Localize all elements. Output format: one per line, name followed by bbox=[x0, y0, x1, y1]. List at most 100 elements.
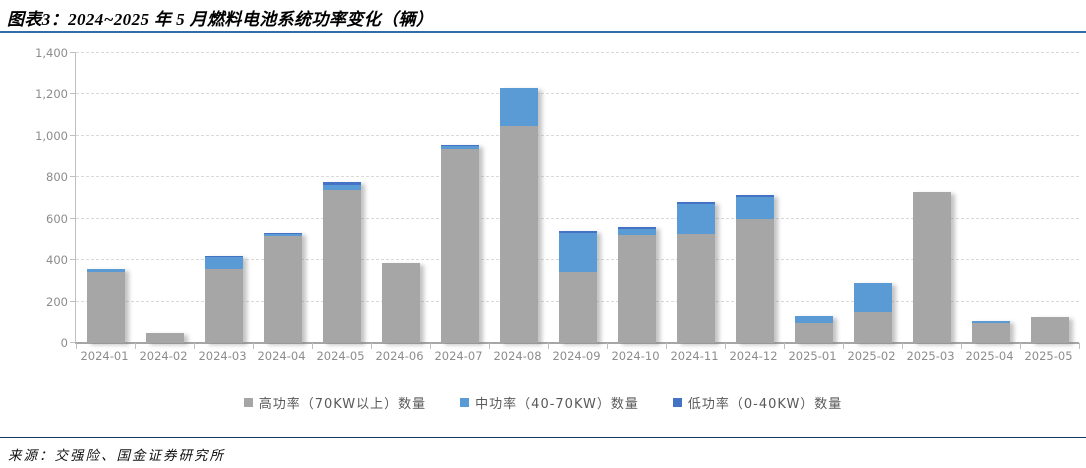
gridline bbox=[76, 176, 1079, 178]
x-tick-mark bbox=[1079, 343, 1080, 349]
x-tick-label: 2024-01 bbox=[80, 349, 129, 363]
bar-segment-high bbox=[558, 271, 597, 343]
x-tick-mark bbox=[371, 343, 372, 349]
bar-segment-mid bbox=[617, 229, 656, 236]
x-tick-mark bbox=[902, 343, 903, 349]
gridline bbox=[76, 93, 1079, 95]
bar-segment-high bbox=[204, 269, 243, 343]
bar-segment-mid bbox=[676, 204, 715, 235]
x-tick-label: 2024-07 bbox=[434, 349, 483, 363]
bar-segment-mid bbox=[263, 234, 302, 237]
stacked-bar bbox=[263, 233, 302, 343]
stacked-bar bbox=[676, 202, 715, 343]
stacked-bar bbox=[794, 316, 833, 343]
bar-segment-mid bbox=[440, 146, 479, 150]
bar-segment-mid bbox=[558, 233, 597, 272]
bar-segment-mid bbox=[86, 269, 125, 272]
y-tick-label: 1,000 bbox=[35, 128, 68, 143]
stacked-bar bbox=[86, 269, 125, 343]
x-tick-label: 2024-11 bbox=[670, 349, 719, 363]
y-tick-mark bbox=[70, 93, 76, 95]
bar-segment-high bbox=[794, 323, 833, 343]
gridline bbox=[76, 217, 1079, 219]
bar-segment-high bbox=[1030, 317, 1069, 343]
bar-group bbox=[548, 53, 607, 343]
legend-label: 低功率（0-40KW）数量 bbox=[687, 396, 843, 412]
x-tick-label: 2024-06 bbox=[375, 349, 424, 363]
bar-segment-mid bbox=[322, 184, 361, 190]
x-tick-mark bbox=[135, 343, 136, 349]
legend-label: 中功率（40-70KW）数量 bbox=[475, 396, 639, 412]
x-tick-mark bbox=[843, 343, 844, 349]
source-note: 来源：交强险、国金证券研究所 bbox=[8, 448, 225, 463]
bar-segment-high bbox=[440, 149, 479, 343]
stacked-bar bbox=[145, 332, 184, 343]
footer-divider bbox=[0, 437, 1086, 438]
stacked-bar bbox=[853, 282, 892, 343]
stacked-bar bbox=[381, 263, 420, 343]
y-tick-label: 800 bbox=[46, 170, 68, 185]
bar-segment-low bbox=[676, 202, 715, 205]
bar-group bbox=[489, 53, 548, 343]
legend-swatch bbox=[243, 397, 253, 407]
stacked-bar bbox=[440, 145, 479, 343]
y-tick-mark bbox=[70, 217, 76, 219]
x-tick-mark bbox=[312, 343, 313, 349]
bar-segment-high bbox=[86, 271, 125, 343]
bar-segment-low bbox=[204, 256, 243, 258]
bar-group bbox=[961, 53, 1020, 343]
x-tick-mark bbox=[725, 343, 726, 349]
y-tick-label: 1,200 bbox=[35, 87, 68, 102]
x-tick-label: 2024-12 bbox=[729, 349, 778, 363]
bar-segment-mid bbox=[499, 88, 538, 126]
bar-segment-high bbox=[853, 311, 892, 343]
x-tick-label: 2024-08 bbox=[493, 349, 542, 363]
stacked-bar bbox=[558, 231, 597, 343]
legend-swatch bbox=[460, 397, 470, 407]
y-tick-mark bbox=[70, 134, 76, 136]
stacked-bar bbox=[499, 88, 538, 343]
x-tick-mark bbox=[489, 343, 490, 349]
bar-group bbox=[371, 53, 430, 343]
y-tick-mark bbox=[70, 259, 76, 261]
bar-segment-high bbox=[735, 218, 774, 343]
x-tick-mark bbox=[666, 343, 667, 349]
stacked-bar bbox=[912, 191, 951, 343]
x-tick-label: 2025-01 bbox=[788, 349, 837, 363]
x-tick-label: 2024-04 bbox=[257, 349, 306, 363]
plot-area bbox=[70, 52, 1080, 349]
title-underline bbox=[0, 31, 1086, 33]
x-tick-label: 2025-04 bbox=[965, 349, 1014, 363]
bar-segment-high bbox=[381, 263, 420, 343]
stacked-bar bbox=[617, 227, 656, 343]
x-tick-label: 2025-02 bbox=[847, 349, 896, 363]
bar-group bbox=[725, 53, 784, 343]
bar-group bbox=[194, 53, 253, 343]
y-tick-mark bbox=[70, 342, 76, 343]
figure-title: 图表3：2024~2025 年 5 月燃料电池系统功率变化（辆） bbox=[7, 10, 434, 29]
y-tick-label: 200 bbox=[46, 294, 68, 309]
bar-group bbox=[135, 53, 194, 343]
stacked-bar bbox=[204, 256, 243, 343]
x-tick-mark bbox=[784, 343, 785, 349]
x-tick-label: 2024-02 bbox=[139, 349, 188, 363]
x-axis-line bbox=[75, 342, 1079, 344]
y-axis: 0 200 400 600 800 1,000 1,200 1,400 bbox=[0, 46, 68, 350]
bar-segment-mid bbox=[204, 257, 243, 270]
bar-group bbox=[666, 53, 725, 343]
x-tick-mark bbox=[76, 343, 77, 349]
y-tick-mark bbox=[70, 176, 76, 178]
legend-label: 高功率（70KW以上）数量 bbox=[258, 396, 427, 412]
y-tick-mark bbox=[70, 300, 76, 302]
chart-legend: 高功率（70KW以上）数量 中功率（40-70KW）数量 低功率（0-40KW）数量 bbox=[0, 392, 1086, 412]
legend-item: 中功率（40-70KW）数量 bbox=[460, 393, 639, 412]
bar-segment-high bbox=[971, 323, 1010, 343]
x-tick-label: 2025-03 bbox=[906, 349, 955, 363]
bar-segment-mid bbox=[735, 196, 774, 219]
x-tick-mark bbox=[961, 343, 962, 349]
bar-segment-low bbox=[263, 233, 302, 235]
legend-item: 高功率（70KW以上）数量 bbox=[243, 393, 427, 412]
bar-group bbox=[76, 53, 135, 343]
bar-group bbox=[784, 53, 843, 343]
bar-segment-high bbox=[676, 234, 715, 343]
